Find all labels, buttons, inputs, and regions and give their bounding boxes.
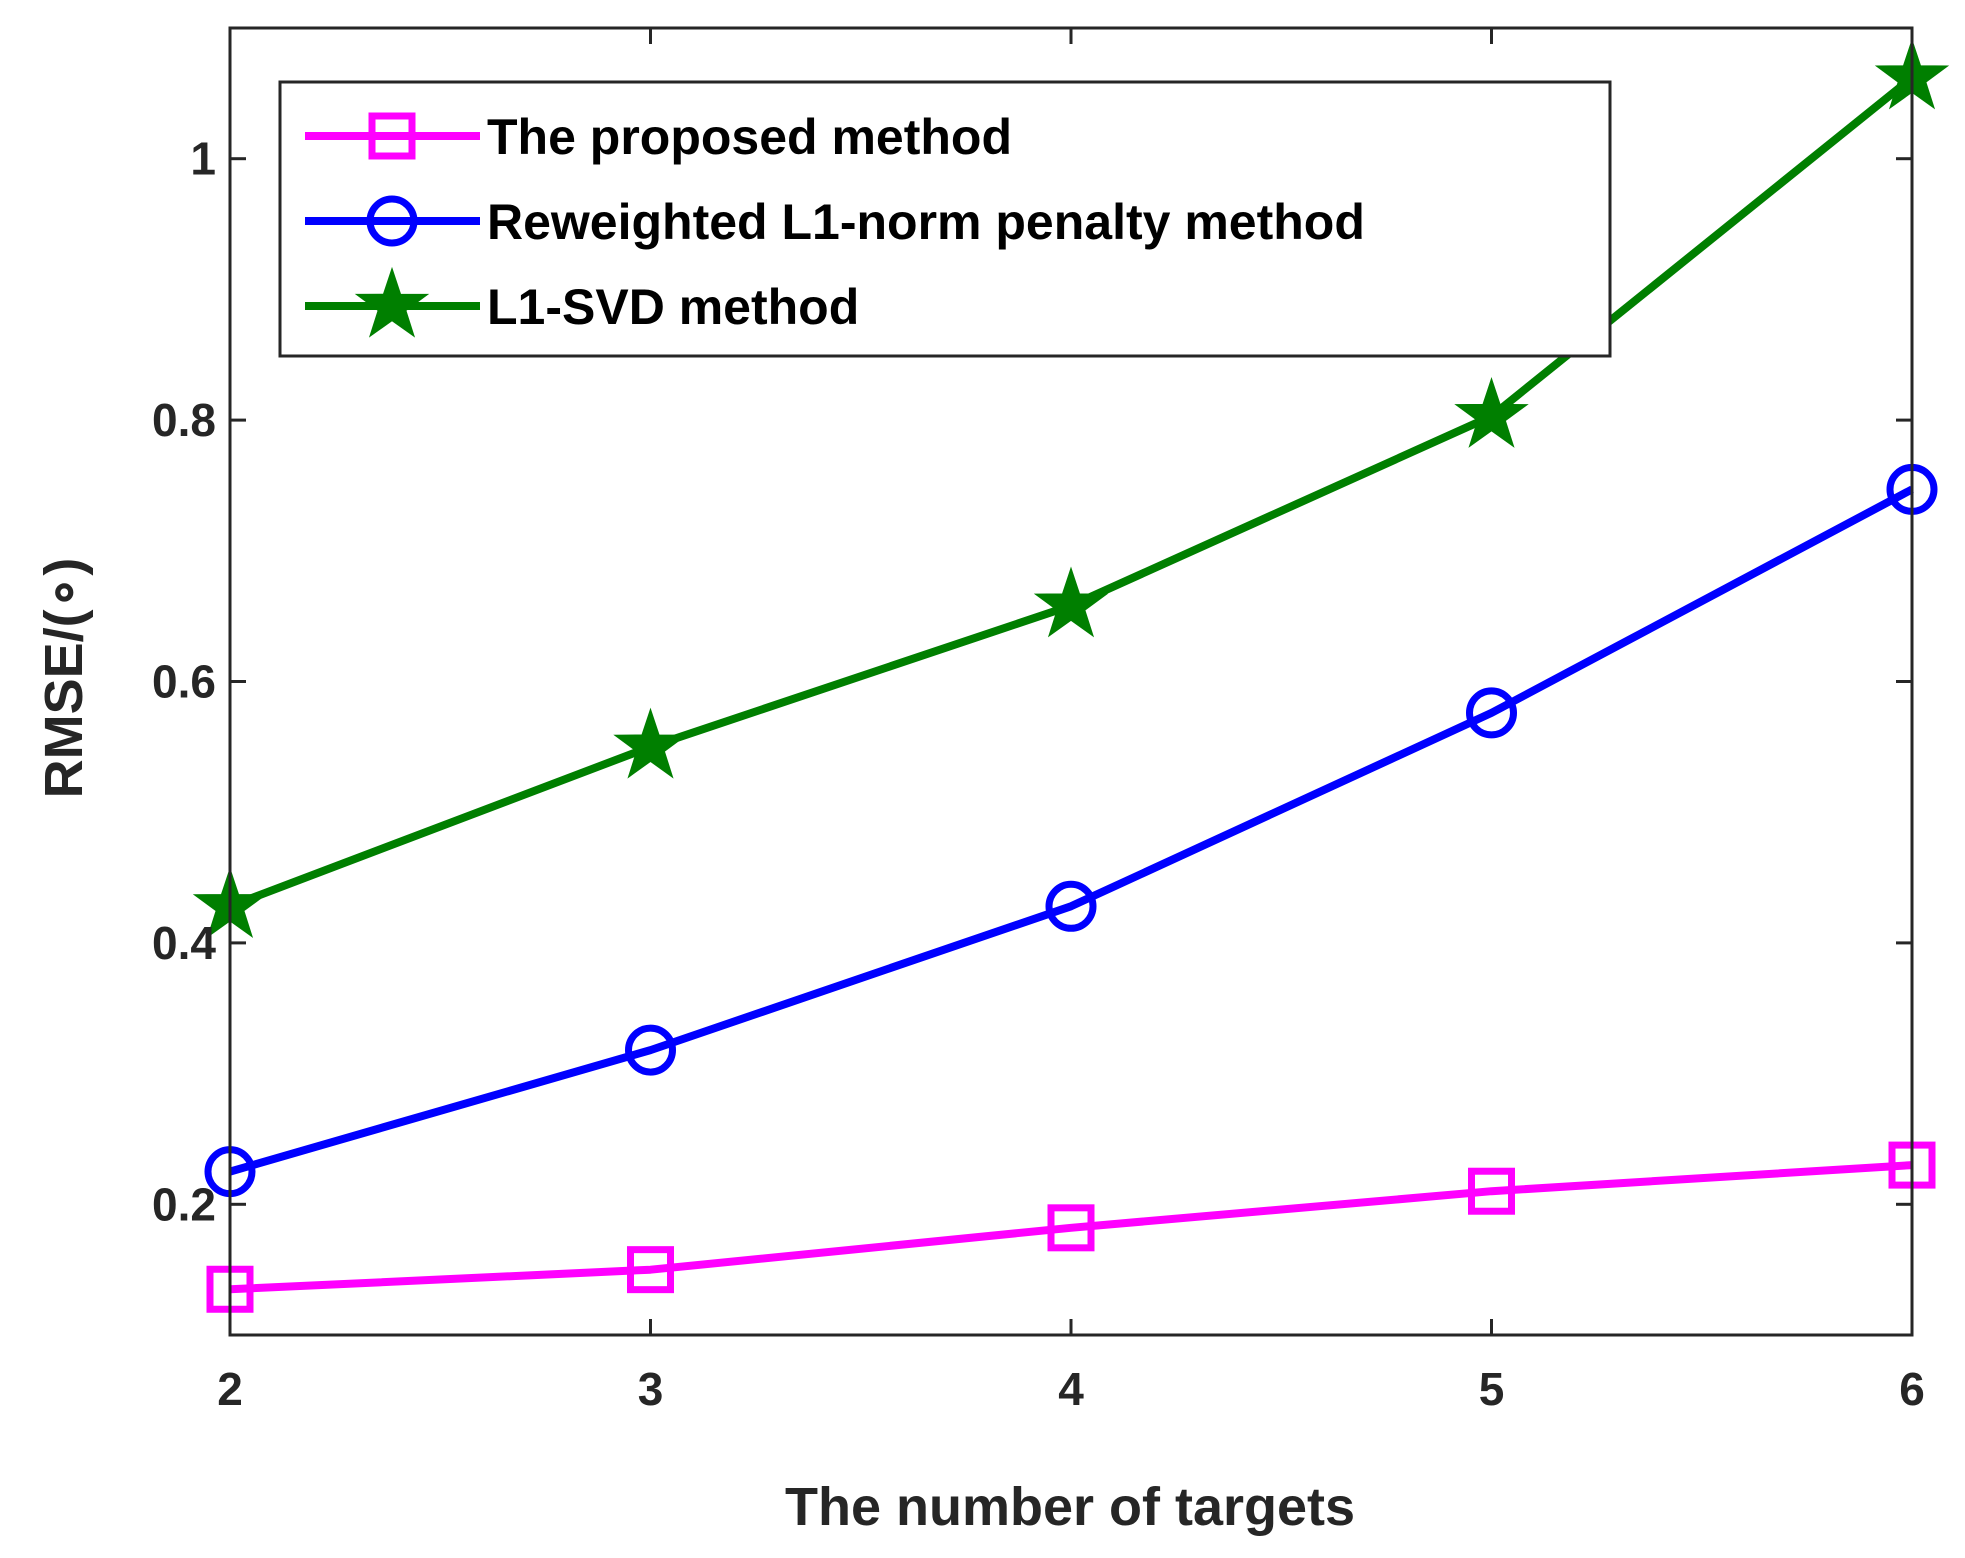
x-tick-label: 2 xyxy=(217,1363,243,1415)
legend: The proposed method Reweighted L1-norm pe… xyxy=(278,80,1612,358)
series-2-point xyxy=(625,1024,676,1076)
series-2-point xyxy=(1466,687,1517,739)
legend-label: L1-SVD method xyxy=(487,279,859,335)
series-2-line xyxy=(228,485,1914,1176)
y-tick-label: 0.2 xyxy=(152,1178,216,1230)
legend-box xyxy=(278,80,1612,358)
ticks-layer: 2 3 4 5 6 0.2 0.4 0.6 0.8 1 xyxy=(152,28,1925,1415)
y-axis-title: RMSE/(∘) xyxy=(34,558,94,799)
series-3-point xyxy=(1033,566,1109,638)
series-1-point xyxy=(1468,1167,1515,1215)
series-1-line xyxy=(229,1161,1913,1294)
y-tick-label: 0.8 xyxy=(152,394,216,446)
x-axis-title: The number of targets xyxy=(785,1477,1355,1537)
series-3-point xyxy=(1454,377,1529,448)
legend-marker xyxy=(366,195,418,247)
y-tick-label: 1 xyxy=(190,133,216,185)
series-2-point xyxy=(1045,880,1097,932)
legend-label: The proposed method xyxy=(487,109,1012,165)
series-1-point xyxy=(1047,1204,1095,1252)
legend-marker xyxy=(368,112,416,160)
x-tick-label: 3 xyxy=(638,1363,664,1415)
series-1-point xyxy=(627,1246,674,1294)
legend-marker xyxy=(354,266,430,338)
x-tick-label: 6 xyxy=(1899,1363,1925,1415)
legend-label: Reweighted L1-norm penalty method xyxy=(487,194,1365,250)
series-3-point xyxy=(613,707,688,779)
y-tick-label: 0.4 xyxy=(152,917,216,969)
x-tick-label: 5 xyxy=(1479,1363,1505,1415)
x-tick-label: 4 xyxy=(1058,1363,1084,1415)
y-tick-label: 0.6 xyxy=(152,656,216,708)
